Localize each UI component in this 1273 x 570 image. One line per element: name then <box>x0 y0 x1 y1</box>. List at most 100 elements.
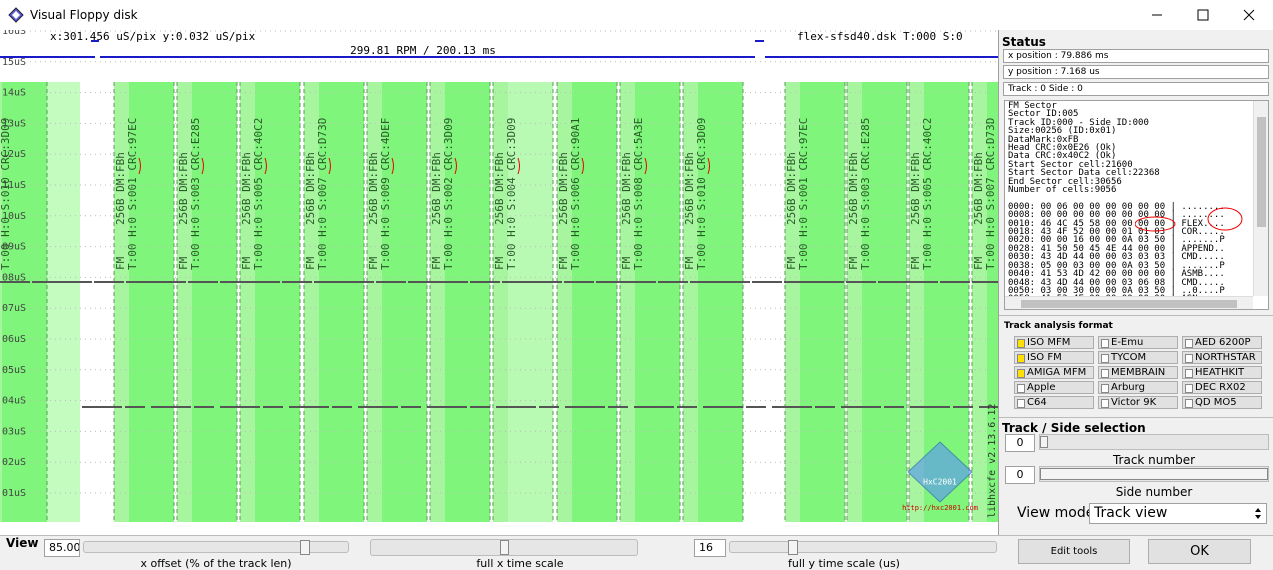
scroll-thumb[interactable] <box>1257 117 1266 227</box>
sector-info-line: Size:00256 (ID:0x01) <box>1008 126 1117 137</box>
logo-text: HxC2001 <box>923 478 957 487</box>
format-checkbox[interactable]: ISO MFM <box>1014 336 1094 349</box>
sector-info: 256B DM:FBh <box>430 152 443 225</box>
status-title: Status <box>1002 35 1046 49</box>
y-scale-slider[interactable] <box>729 540 997 555</box>
hex-line: 0020: 00 00 16 00 00 0A 03 50 | .......P <box>1008 235 1225 246</box>
sector-format: FM <box>909 256 922 270</box>
format-checkbox[interactable]: DEC RX02 <box>1182 381 1262 394</box>
checkbox-box <box>1101 339 1109 348</box>
ok-button[interactable]: OK <box>1148 539 1251 564</box>
format-label: ISO MFM <box>1027 337 1071 348</box>
sector-data <box>319 82 364 522</box>
format-checkbox[interactable]: TYCOM <box>1098 351 1178 364</box>
format-label: ISO FM <box>1027 352 1062 363</box>
sector-header <box>847 82 862 522</box>
y-axis-label: 16uS <box>2 30 26 37</box>
hex-line: 0028: 41 50 50 45 4E 44 00 00 | APPEND.. <box>1008 243 1225 254</box>
maximize-button[interactable] <box>1197 9 1209 21</box>
sector-id: T:00 H:0 S:002 CRC:3D09 <box>442 118 455 270</box>
sector-info-line: Number of cells:9056 <box>1008 185 1117 196</box>
x-scale-slider[interactable] <box>370 539 638 556</box>
format-label: TYCOM <box>1111 352 1147 363</box>
format-label: AED 6200P <box>1195 337 1251 348</box>
sector-info: 256B DM:FBh <box>683 152 696 225</box>
format-checkbox[interactable]: Arburg <box>1098 381 1178 394</box>
format-checkbox[interactable]: AED 6200P <box>1182 336 1262 349</box>
side-input[interactable]: 0 <box>1005 466 1035 484</box>
sector-header <box>557 82 572 522</box>
edit-tools-button[interactable]: Edit tools <box>1018 539 1130 564</box>
slider-thumb[interactable] <box>500 540 509 555</box>
checkbox-box <box>1101 384 1109 393</box>
close-button[interactable] <box>1243 9 1255 21</box>
format-label: E-Emu <box>1111 337 1144 348</box>
y-axis-label: 03uS <box>2 426 26 437</box>
vertical-scrollbar[interactable] <box>1253 101 1268 296</box>
format-checkbox[interactable]: HEATHKIT <box>1182 366 1262 379</box>
x-offset-slider[interactable] <box>83 540 349 555</box>
x-position-field: x position : 79.886 ms <box>1003 49 1269 63</box>
x-offset-label: x offset (% of the track len) <box>140 557 292 570</box>
side-slider[interactable] <box>1039 466 1269 482</box>
sector-data <box>192 82 237 522</box>
view-mode-select[interactable]: Track view <box>1089 503 1267 524</box>
format-label: AMIGA MFM <box>1027 367 1087 378</box>
hex-line: 0048: 43 4D 44 00 00 03 06 08 | CMD..... <box>1008 277 1225 288</box>
side-panel: Status x position : 79.886 ms y position… <box>998 30 1273 535</box>
track-input[interactable]: 0 <box>1005 434 1035 452</box>
track-analysis-title: Track analysis format <box>1004 321 1113 331</box>
sector-format: FM <box>683 256 696 270</box>
sector-header <box>909 82 924 522</box>
format-checkbox[interactable]: E-Emu <box>1098 336 1178 349</box>
y-axis-label: 02uS <box>2 457 26 468</box>
format-checkbox[interactable]: AMIGA MFM <box>1014 366 1094 379</box>
sector-id: T:00 H:0 S:003 CRC:E285 <box>189 118 202 270</box>
format-checkbox[interactable]: MEMBRAIN <box>1098 366 1178 379</box>
separator <box>999 315 1273 316</box>
sector-id: T:00 H:0 S:008 CRC:5A3E <box>632 118 645 270</box>
sector-header <box>240 82 255 522</box>
slider-thumb[interactable] <box>300 540 310 555</box>
horizontal-scrollbar[interactable] <box>1005 296 1253 309</box>
format-checkbox[interactable]: Apple <box>1014 381 1094 394</box>
y-scale-input[interactable]: 16 <box>694 539 726 557</box>
slider-thumb[interactable] <box>788 540 798 555</box>
checkbox-box <box>1101 399 1109 408</box>
annotation-mark <box>581 157 584 175</box>
sector-id: T:00 H:0 S:006 CRC:90A1 <box>569 118 582 270</box>
scroll-thumb[interactable] <box>1021 300 1237 308</box>
format-checkbox[interactable]: NORTHSTAR <box>1182 351 1262 364</box>
format-checkbox[interactable]: Victor 9K <box>1098 396 1178 409</box>
window-title: Visual Floppy disk <box>30 8 138 22</box>
sector-format: FM <box>367 256 380 270</box>
logo <box>907 441 973 503</box>
sector-info-line: Data CRC:0x40C2 (Ok) <box>1008 151 1117 162</box>
format-label: Arburg <box>1111 382 1145 393</box>
sector-data <box>382 82 427 522</box>
sector-format: FM <box>304 256 317 270</box>
y-axis-label: 12uS <box>2 149 26 160</box>
checkbox-box <box>1185 384 1193 393</box>
sector-header <box>620 82 635 522</box>
format-checkbox[interactable]: C64 <box>1014 396 1094 409</box>
sector-format: FM <box>177 256 190 270</box>
format-checkbox[interactable]: QD MO5 <box>1182 396 1262 409</box>
sector-info-line: End Sector cell:30656 <box>1008 176 1122 187</box>
sector-header <box>0 82 2 522</box>
format-label: NORTHSTAR <box>1195 352 1256 363</box>
sector-info-line: Start Sector cell:21600 <box>1008 159 1133 170</box>
sector-data <box>572 82 617 522</box>
sector-info-box[interactable]: FM Sector Sector ID:005 Track ID:000 - Sid… <box>1004 100 1269 310</box>
sector-info-line: DataMark:0xFB <box>1008 134 1079 145</box>
x-offset-input[interactable]: 85.00 <box>44 539 80 557</box>
checkbox-box <box>1017 339 1025 348</box>
sector-data <box>698 82 743 522</box>
track-slider[interactable] <box>1039 434 1269 450</box>
annotation-circles <box>1135 207 1243 232</box>
slider-thumb[interactable] <box>1040 468 1268 480</box>
format-checkbox[interactable]: ISO FM <box>1014 351 1094 364</box>
slider-thumb[interactable] <box>1040 436 1048 448</box>
y-axis-label: 05uS <box>2 365 26 376</box>
track-view[interactable]: x:301.456 uS/pix y:0.032 uS/pix flex-sfs… <box>0 30 998 535</box>
